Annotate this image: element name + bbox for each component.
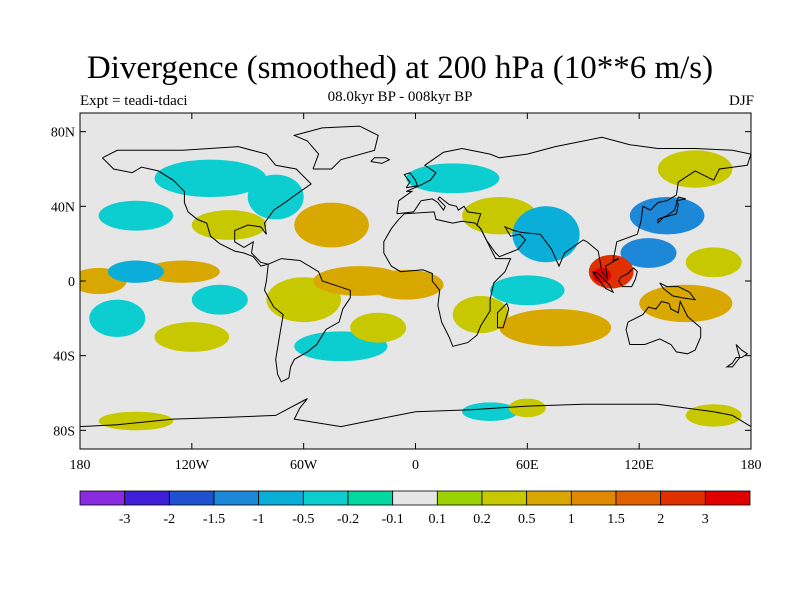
colorbar-label: -0.5 [292,512,314,527]
coastline-africa [383,211,512,347]
coastline-new-guinea [659,282,697,301]
divergence-anomaly [313,266,407,296]
divergence-anomaly [191,210,267,240]
lat-tick-label: 40N [51,200,75,215]
divergence-anomaly [350,312,407,343]
divergence-anomaly [499,309,612,347]
lon-tick-label: 0 [412,458,419,473]
colorbar-swatch [436,490,483,506]
colorbar-label: 2 [657,512,664,527]
colorbar-label: 0.2 [473,512,491,527]
coastline-uk [403,172,419,189]
coastline-new-zealand [725,344,749,368]
lon-tick-label: 60E [516,458,539,473]
lon-tick-label: 180 [70,458,91,473]
divergence-anomaly [154,159,267,197]
colorbar-swatch [168,490,215,506]
experiment-label: Expt = teadi-tdaci [80,93,188,109]
colorbar-label: 3 [702,512,709,527]
divergence-anomaly [452,295,509,334]
colorbar-swatch [526,490,572,506]
divergence-anomaly [89,299,146,337]
divergence-anomaly [154,322,230,352]
figure-subtitle: 08.0kyr BP - 008kyr BP [327,89,473,105]
divergence-anomaly [657,150,733,188]
colorbar-label: 0.1 [429,512,447,527]
coastline-japan [657,196,686,224]
divergence-anomaly [294,202,369,248]
colorbar-swatch [258,490,304,506]
coastline-iceland [370,157,391,164]
lon-tick-label: 180 [741,458,762,473]
colorbar-label: 1 [568,512,575,527]
coastlines [80,125,751,428]
colorbar-swatch [615,490,662,506]
colorbar-label: -3 [119,512,131,527]
colorbar-label: -0.1 [382,512,404,527]
lat-tick-label: 0 [68,275,75,290]
colorbar: -3 -2 -1.5 -1 -0.5 -0.2 -0.1 0.1 0.2 0.5 1 1.5 2 3 [79,490,751,527]
colorbar-label: 1.5 [607,512,625,527]
lon-tick-label: 60W [290,458,318,473]
colorbar-swatch [570,490,617,506]
colorbar-swatch [302,490,349,506]
colorbar-label: -1.5 [203,512,225,527]
lat-tick-label: 80N [51,126,75,141]
divergence-anomaly [508,398,546,418]
colorbar-swatch [124,490,170,506]
season-label: DJF [728,93,754,109]
divergence-anomaly [462,402,519,422]
coastline-greenland [292,125,379,170]
colorbar-swatch [481,490,528,506]
divergence-anomaly [145,260,220,283]
divergence-anomaly [490,275,565,306]
coastline-eurasia [396,136,751,280]
divergence-anomaly [685,247,742,278]
divergence-field [80,150,742,431]
coastline-antarctica [80,398,751,428]
colorbar-swatch [392,490,438,506]
colorbar-label: -1 [253,512,265,527]
colorbar-label: 0.5 [518,512,536,527]
colorbar-swatch [347,490,394,506]
lat-tick-label: 80S [53,424,75,439]
divergence-anomaly [247,174,304,220]
coastline-south-america [263,258,351,383]
lon-tick-label: 120W [175,458,210,473]
coastline-sumatra [592,271,615,294]
divergence-anomaly [639,284,733,323]
lon-tick-label: 120E [624,458,654,473]
divergence-anomaly [620,238,677,268]
divergence-anomaly [406,163,500,194]
divergence-anomaly [107,260,164,283]
colorbar-label: -2 [163,512,175,527]
coastline-australia [625,299,702,355]
axis-ticks: 80N 40N 0 40S 80S 180 120W 60W 0 60E 120E 180 [51,113,762,473]
colorbar-swatch [704,490,751,506]
figure-title: Divergence (smoothed) at 200 hPa (10**6 … [86,50,714,86]
divergence-anomaly [191,284,248,315]
coastline-madagascar [497,302,510,329]
divergence-anomaly [98,200,174,231]
colorbar-swatch [79,490,126,506]
divergence-anomaly [98,411,174,431]
coastline-north-america [102,146,312,267]
divergence-anomaly [512,206,580,263]
lat-tick-label: 40S [53,350,75,365]
coastline-borneo [618,267,638,288]
colorbar-swatch [213,490,260,506]
colorbar-label: -0.2 [337,512,359,527]
colorbar-swatch [660,490,706,506]
